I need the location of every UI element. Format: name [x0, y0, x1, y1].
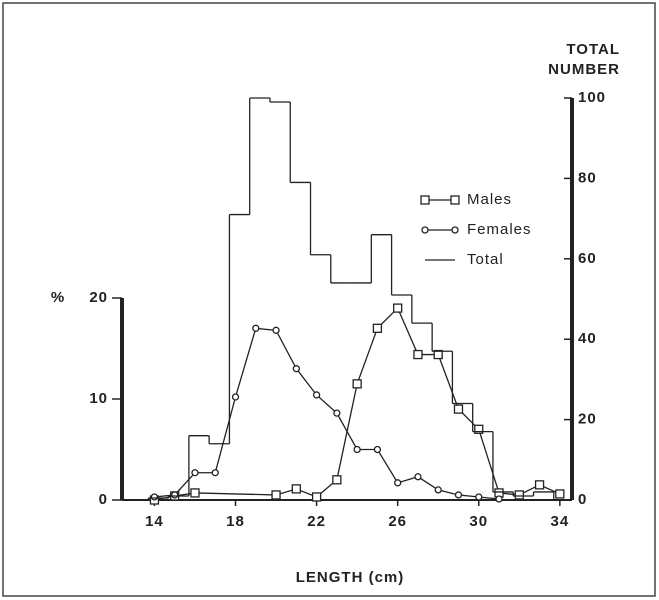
female-marker: [454, 491, 463, 499]
female-marker: [353, 445, 361, 454]
y-tick-label: 20: [89, 289, 108, 306]
male-marker: [311, 492, 322, 502]
male-marker: [352, 379, 362, 389]
legend-label: Total: [467, 251, 504, 268]
female-marker: [394, 479, 402, 487]
male-marker: [433, 349, 443, 360]
male-marker: [332, 475, 342, 485]
female-marker: [373, 445, 382, 454]
female-marker: [231, 393, 240, 401]
male-marker: [291, 484, 301, 494]
female-marker: [414, 473, 422, 481]
y2-tick-label: 0: [578, 491, 587, 508]
y-tick-label: 10: [89, 390, 108, 407]
x-tick-label: 30: [469, 513, 488, 530]
male-marker: [190, 488, 200, 498]
male-marker: [555, 489, 565, 499]
female-marker: [434, 486, 442, 494]
y2-tick-label: 60: [578, 250, 597, 267]
legend-marker: [420, 195, 430, 205]
y2-tick-label: 100: [578, 89, 606, 106]
y2-axis-label: NUMBER: [548, 61, 620, 78]
y2-axis-label: TOTAL: [566, 41, 620, 58]
legend-marker: [451, 226, 459, 234]
female-marker: [312, 391, 321, 399]
x-tick-label: 18: [226, 513, 245, 530]
y2-tick-label: 80: [578, 169, 597, 186]
female-marker: [211, 469, 219, 477]
female-marker: [171, 491, 179, 499]
legend-marker: [421, 226, 429, 234]
female-marker: [495, 495, 503, 503]
male-marker: [393, 303, 403, 313]
female-marker: [475, 493, 483, 501]
x-axis-label: LENGTH (cm): [296, 569, 405, 586]
legend-label: Males: [467, 191, 512, 208]
female-marker: [252, 324, 260, 332]
male-marker: [534, 480, 545, 490]
male-marker: [453, 404, 464, 414]
x-tick-label: 34: [550, 513, 569, 530]
y-tick-label: 0: [99, 491, 108, 508]
y-axis-label: %: [51, 289, 65, 306]
legend-marker: [450, 195, 460, 205]
male-marker: [514, 490, 524, 500]
x-tick-label: 22: [307, 513, 326, 530]
female-marker: [333, 409, 341, 417]
female-marker: [272, 326, 280, 334]
male-marker: [372, 323, 383, 333]
male-marker: [474, 424, 484, 434]
y2-tick-label: 40: [578, 330, 597, 347]
female-marker: [150, 493, 159, 501]
x-tick-label: 14: [145, 513, 164, 530]
male-marker: [413, 349, 423, 360]
y2-tick-label: 20: [578, 411, 597, 428]
male-marker: [271, 490, 281, 500]
female-marker: [292, 365, 300, 373]
legend-label: Females: [467, 221, 532, 238]
x-tick-label: 26: [388, 513, 407, 530]
female-marker: [191, 469, 199, 477]
